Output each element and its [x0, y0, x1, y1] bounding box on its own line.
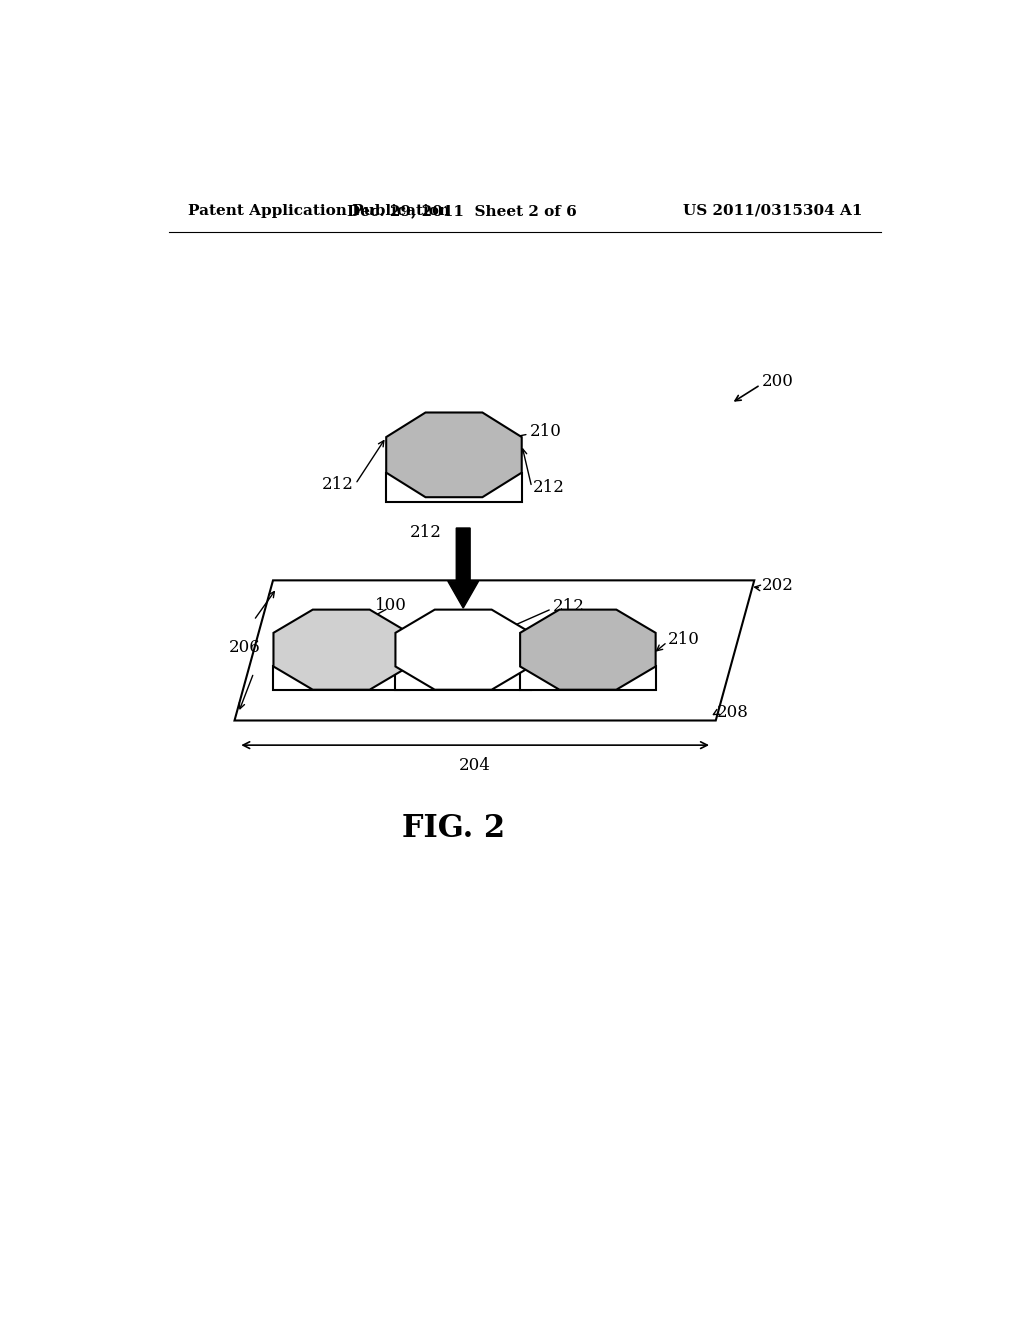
Polygon shape	[234, 581, 755, 721]
Polygon shape	[273, 610, 409, 689]
FancyArrow shape	[447, 528, 478, 609]
Text: 210: 210	[529, 424, 561, 441]
Polygon shape	[520, 610, 655, 689]
Text: 212: 212	[322, 475, 354, 492]
Text: Dec. 29, 2011  Sheet 2 of 6: Dec. 29, 2011 Sheet 2 of 6	[347, 203, 577, 218]
Text: 104: 104	[275, 642, 307, 659]
Polygon shape	[386, 412, 521, 498]
Text: US 2011/0315304 A1: US 2011/0315304 A1	[683, 203, 862, 218]
Text: Patent Application Publication: Patent Application Publication	[188, 203, 451, 218]
Text: 200: 200	[762, 374, 794, 391]
Text: 208: 208	[717, 705, 750, 721]
Text: 204: 204	[459, 758, 492, 775]
Polygon shape	[520, 667, 655, 689]
Text: 212: 212	[410, 524, 441, 541]
Text: 100: 100	[376, 597, 408, 614]
Polygon shape	[273, 667, 409, 689]
Polygon shape	[395, 667, 531, 689]
Text: FIG. 2: FIG. 2	[402, 813, 506, 843]
Polygon shape	[395, 610, 531, 689]
Polygon shape	[386, 473, 521, 502]
Text: 202: 202	[762, 577, 794, 594]
Text: 210: 210	[668, 631, 699, 648]
Text: 212: 212	[532, 479, 564, 496]
Text: 206: 206	[228, 639, 260, 656]
Text: 212: 212	[553, 598, 585, 615]
